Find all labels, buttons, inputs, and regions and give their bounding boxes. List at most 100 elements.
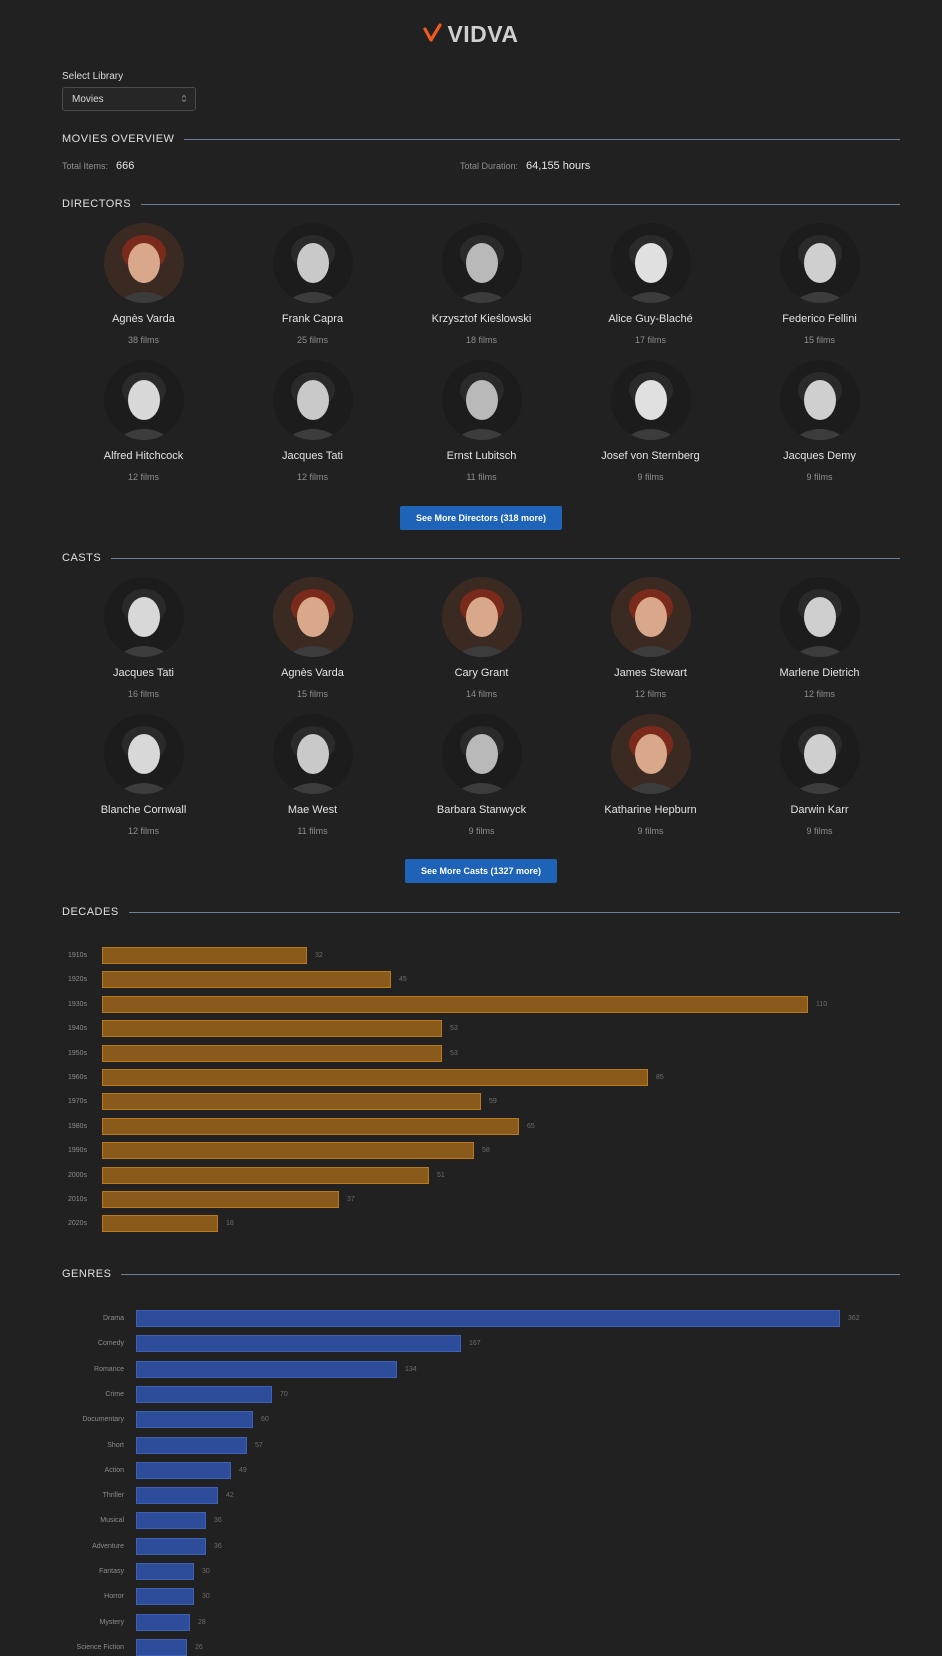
cast-card[interactable]: Jacques Tati 16 films [59,577,228,699]
decade-bar[interactable] [102,1069,648,1086]
avatar[interactable] [779,223,860,303]
genre-bar[interactable] [136,1487,218,1505]
director-name[interactable]: Josef von Sternberg [601,450,700,462]
cast-card[interactable]: Cary Grant 14 films [397,577,566,699]
avatar[interactable] [272,577,353,657]
cast-card[interactable]: Mae West 11 films [228,714,397,836]
director-name[interactable]: Alice Guy-Blaché [608,313,693,325]
avatar[interactable] [441,223,522,303]
genre-bar[interactable] [136,1461,231,1479]
cast-card[interactable]: Katharine Hepburn 9 films [566,714,735,836]
director-card[interactable]: Krzysztof Kieślowski 18 films [397,223,566,345]
section-overview-header: MOVIES OVERVIEW [62,133,900,145]
director-card[interactable]: Agnès Varda 38 films [59,223,228,345]
cast-name[interactable]: Marlene Dietrich [779,667,860,679]
cast-name[interactable]: Mae West [287,804,338,816]
avatar[interactable] [779,360,860,440]
director-card[interactable]: Jacques Tati 12 films [228,360,397,482]
avatar[interactable] [779,577,860,657]
cast-name[interactable]: Darwin Karr [790,804,849,816]
decade-bar[interactable] [102,995,808,1013]
director-name[interactable]: Agnès Varda [112,313,175,325]
avatar[interactable] [103,714,184,794]
genre-bar[interactable] [136,1385,272,1403]
avatar[interactable] [441,577,522,657]
see-more-directors-button[interactable]: See More Directors (318 more) [400,506,562,530]
decade-bar-value: 53 [450,1025,458,1033]
genre-bar[interactable] [136,1638,187,1656]
cast-name[interactable]: Barbara Stanwyck [436,804,527,816]
decade-bar-row: 1920s 45 [0,971,942,989]
decade-bar[interactable] [102,1093,481,1111]
director-card[interactable]: Jacques Demy 9 films [735,360,904,482]
cast-name[interactable]: Jacques Tati [113,667,174,679]
genre-bar[interactable] [136,1537,206,1555]
cast-card[interactable]: Barbara Stanwyck 9 films [397,714,566,836]
director-card[interactable]: Federico Fellini 15 films [735,223,904,345]
cast-card[interactable]: Blanche Cornwall 12 films [59,714,228,836]
director-name[interactable]: Jacques Tati [282,450,343,462]
decade-bar[interactable] [102,1142,474,1160]
genre-bar[interactable] [136,1613,190,1631]
avatar[interactable] [610,360,691,440]
library-select[interactable]: Movies [62,87,196,111]
decade-bar[interactable] [102,1117,519,1135]
decade-bar[interactable] [102,971,391,989]
cast-card[interactable]: James Stewart 12 films [566,577,735,699]
avatar[interactable] [610,223,691,303]
decade-bar-row: 1930s 110 [0,995,942,1013]
cast-name[interactable]: Agnès Varda [281,667,344,679]
genre-bar[interactable] [136,1512,206,1530]
see-more-casts-button[interactable]: See More Casts (1327 more) [405,859,557,883]
genre-bar[interactable] [136,1411,253,1429]
decade-bar-value: 58 [482,1147,490,1155]
director-card[interactable]: Alice Guy-Blaché 17 films [566,223,735,345]
cast-name[interactable]: Katharine Hepburn [604,804,697,816]
avatar[interactable] [610,577,691,657]
cast-film-count: 12 films [803,689,835,699]
director-card[interactable]: Ernst Lubitsch 11 films [397,360,566,482]
director-name[interactable]: Frank Capra [281,313,344,325]
decade-bar[interactable] [102,1166,429,1184]
director-card[interactable]: Alfred Hitchcock 12 films [59,360,228,482]
avatar[interactable] [272,714,353,794]
avatar[interactable] [103,223,184,303]
genre-bar-row: Thriller 42 [0,1487,942,1505]
cast-card[interactable]: Marlene Dietrich 12 films [735,577,904,699]
genre-bar[interactable] [136,1310,840,1327]
decade-bar[interactable] [102,1215,218,1233]
director-name[interactable]: Ernst Lubitsch [446,450,517,462]
genre-bar[interactable] [136,1360,397,1378]
avatar[interactable] [272,223,353,303]
director-card[interactable]: Frank Capra 25 films [228,223,397,345]
avatar[interactable] [441,714,522,794]
decade-bar[interactable] [102,1044,442,1062]
avatar[interactable] [441,360,522,440]
genre-bar[interactable] [136,1335,461,1353]
genre-bar[interactable] [136,1563,194,1580]
decade-bar[interactable] [102,1191,339,1208]
genre-bar-label: Crime [105,1390,124,1398]
avatar[interactable] [103,577,184,657]
app-logo[interactable]: VIDVA [423,21,518,48]
decade-bar[interactable] [102,947,307,964]
avatar[interactable] [610,714,691,794]
genre-bar-label: Comedy [97,1340,124,1348]
avatar[interactable] [272,360,353,440]
director-card[interactable]: Josef von Sternberg 9 films [566,360,735,482]
genre-bar[interactable] [136,1588,194,1606]
avatar[interactable] [103,360,184,440]
cast-card[interactable]: Agnès Varda 15 films [228,577,397,699]
cast-name[interactable]: Blanche Cornwall [100,804,187,816]
director-name[interactable]: Federico Fellini [782,313,857,325]
avatar[interactable] [779,714,860,794]
genre-bar[interactable] [136,1436,247,1454]
cast-film-count: 15 films [296,689,328,699]
cast-name[interactable]: Cary Grant [454,667,509,679]
cast-card[interactable]: Darwin Karr 9 films [735,714,904,836]
decade-bar[interactable] [102,1020,442,1038]
director-name[interactable]: Alfred Hitchcock [103,450,184,462]
director-name[interactable]: Krzysztof Kieślowski [431,313,532,325]
cast-name[interactable]: James Stewart [614,667,687,679]
director-name[interactable]: Jacques Demy [783,450,856,462]
